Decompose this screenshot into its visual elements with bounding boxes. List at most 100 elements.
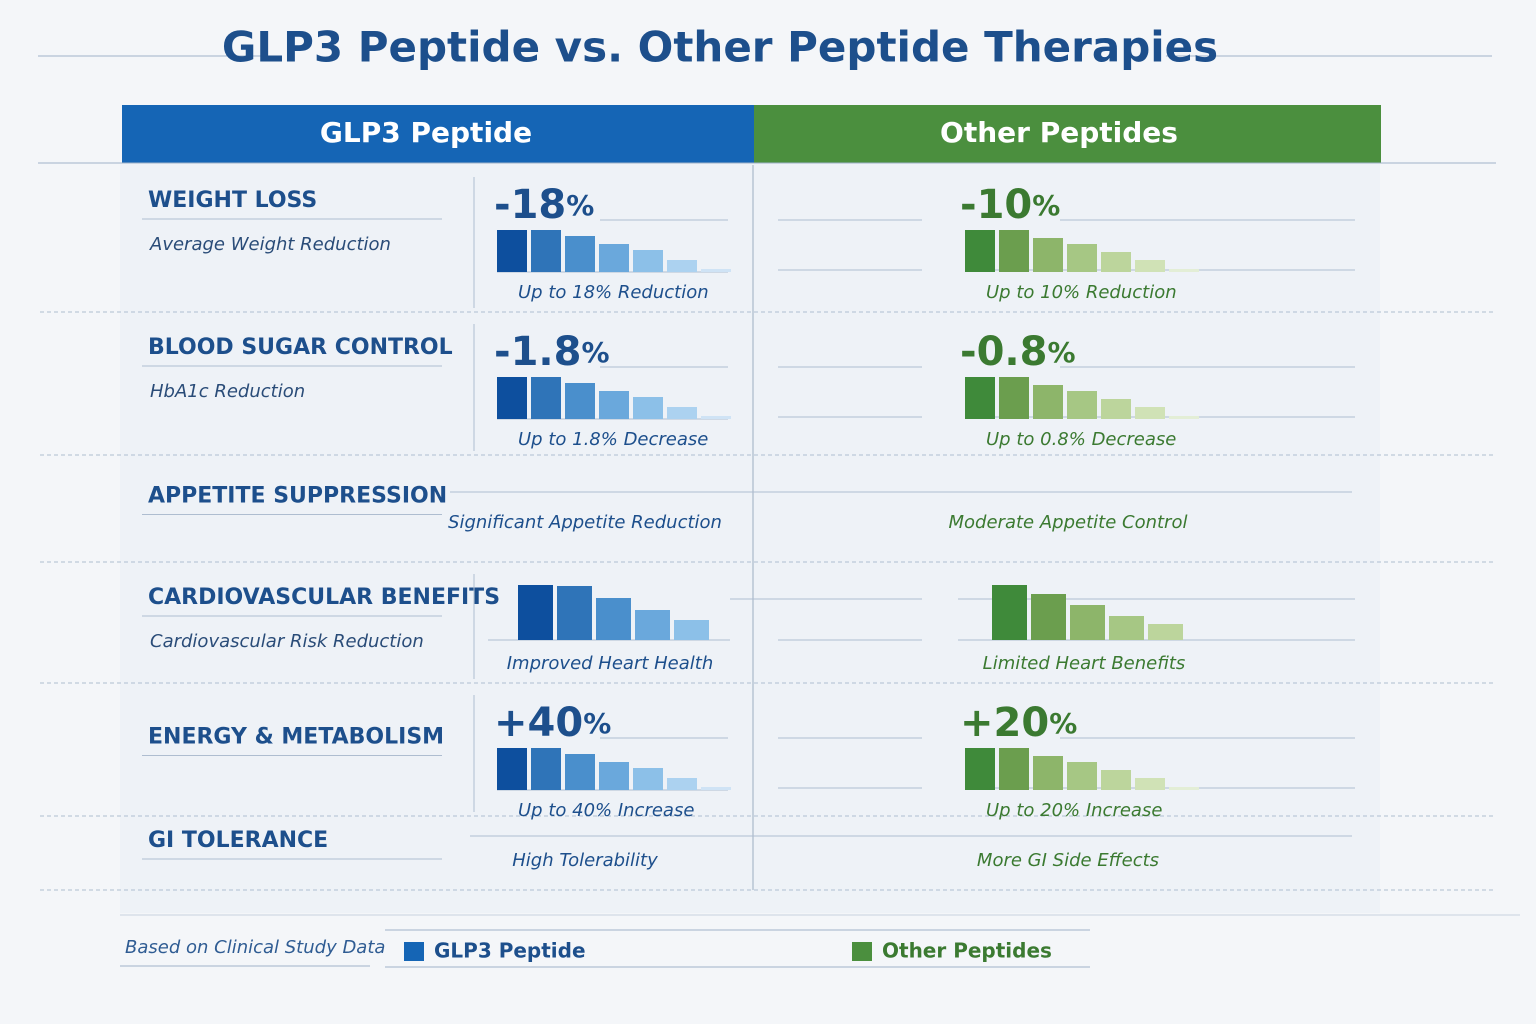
headline-unit: % xyxy=(583,707,611,740)
headline-number: -10 xyxy=(960,182,1032,228)
decor-bar xyxy=(1033,385,1063,419)
headline-unit: % xyxy=(1047,336,1075,369)
decor-bar xyxy=(1169,416,1199,419)
row-title: APPETITE SUPPRESSION xyxy=(148,484,447,509)
legend-label: Other Peptides xyxy=(882,939,1052,963)
decor-bar xyxy=(667,260,697,272)
decor-bar xyxy=(531,377,561,419)
row-title: CARDIOVASCULAR BENEFITS xyxy=(148,585,500,610)
cell-caption: Up to 20% Increase xyxy=(986,800,1162,821)
cell-caption: Up to 18% Reduction xyxy=(518,282,709,303)
panel xyxy=(120,163,1380,913)
legend-label: GLP3 Peptide xyxy=(434,939,586,963)
headline-number: +20 xyxy=(960,700,1049,746)
decor-bar xyxy=(999,377,1029,419)
decor-bar xyxy=(633,768,663,790)
row-title: ENERGY & METABOLISM xyxy=(148,725,444,750)
decor-bar xyxy=(1109,616,1144,640)
cell-caption: Up to 1.8% Decrease xyxy=(518,429,708,450)
cell-caption: Improved Heart Health xyxy=(507,653,713,674)
cell-caption: More GI Side Effects xyxy=(977,850,1159,871)
decor-bar xyxy=(565,236,595,272)
decor-bar xyxy=(599,244,629,272)
decor-bar xyxy=(1101,399,1131,419)
cell-caption: Limited Heart Benefits xyxy=(983,653,1186,674)
decor-bar xyxy=(1101,770,1131,790)
headline-value: -1.8% xyxy=(494,329,610,375)
decor-bar xyxy=(633,250,663,272)
row-subtitle: HbA1c Reduction xyxy=(150,381,305,402)
headline-number: -18 xyxy=(494,182,566,228)
page-title: GLP3 Peptide vs. Other Peptide Therapies xyxy=(222,23,1218,72)
column-header: GLP3 Peptide xyxy=(320,116,532,149)
decor-bar xyxy=(531,230,561,272)
row-subtitle: Cardiovascular Risk Reduction xyxy=(150,631,424,652)
legend-swatch xyxy=(404,942,424,961)
decor-bar xyxy=(1067,762,1097,790)
headline-value: +20% xyxy=(960,700,1077,746)
decor-bar xyxy=(701,416,731,419)
decor-bar xyxy=(497,230,527,272)
cell-caption: Up to 0.8% Decrease xyxy=(986,429,1176,450)
headline-number: -1.8 xyxy=(494,329,581,375)
decor-bar xyxy=(633,397,663,419)
headline-value: -18% xyxy=(494,182,594,228)
headline-value: -0.8% xyxy=(960,329,1076,375)
cell-caption: Up to 40% Increase xyxy=(518,800,694,821)
decor-bar xyxy=(667,407,697,419)
headline-value: -10% xyxy=(960,182,1060,228)
decor-bar xyxy=(531,748,561,790)
row-title: GI TOLERANCE xyxy=(148,828,328,853)
legend-swatch xyxy=(852,942,872,961)
footer-note: Based on Clinical Study Data xyxy=(125,937,385,958)
decor-bar xyxy=(1101,252,1131,272)
decor-bar xyxy=(1033,238,1063,272)
glp3-header xyxy=(122,105,754,163)
decor-bar xyxy=(1169,787,1199,790)
headline-number: +40 xyxy=(494,700,583,746)
decor-bar xyxy=(1070,605,1105,640)
cell-caption: Significant Appetite Reduction xyxy=(448,512,722,533)
decor-bar xyxy=(497,377,527,419)
cell-caption: Up to 10% Reduction xyxy=(986,282,1177,303)
decor-bar xyxy=(674,620,709,640)
cell-caption: Moderate Appetite Control xyxy=(949,512,1188,533)
decor-bar xyxy=(599,391,629,419)
decor-bar xyxy=(518,585,553,640)
decor-bar xyxy=(1135,407,1165,419)
decor-bar xyxy=(965,748,995,790)
decor-bar xyxy=(1169,269,1199,272)
row-title: BLOOD SUGAR CONTROL xyxy=(148,335,453,360)
decor-bar xyxy=(701,269,731,272)
decor-bar xyxy=(1031,594,1066,640)
headline-unit: % xyxy=(566,189,594,222)
decor-bar xyxy=(596,598,631,640)
decor-bar xyxy=(992,585,1027,640)
row-subtitle: Average Weight Reduction xyxy=(149,234,391,255)
decor-bar xyxy=(1135,778,1165,790)
decor-bar xyxy=(1033,756,1063,790)
decor-bar xyxy=(497,748,527,790)
decor-bar xyxy=(565,383,595,419)
cell-caption: High Tolerability xyxy=(512,850,658,871)
decor-bar xyxy=(701,787,731,790)
headline-unit: % xyxy=(1032,189,1060,222)
decor-bar xyxy=(999,748,1029,790)
other-header xyxy=(754,105,1381,163)
decor-bar xyxy=(1135,260,1165,272)
decor-bar xyxy=(1148,624,1183,640)
decor-bar xyxy=(599,762,629,790)
column-header: Other Peptides xyxy=(940,116,1178,149)
decor-bar xyxy=(999,230,1029,272)
decor-bar xyxy=(965,230,995,272)
row-title: WEIGHT LOSS xyxy=(148,188,317,213)
decor-bar xyxy=(635,610,670,640)
headline-number: -0.8 xyxy=(960,329,1047,375)
decor-bar xyxy=(1067,391,1097,419)
headline-unit: % xyxy=(581,336,609,369)
decor-bar xyxy=(565,754,595,790)
decor-bar xyxy=(965,377,995,419)
decor-bar xyxy=(557,586,592,640)
